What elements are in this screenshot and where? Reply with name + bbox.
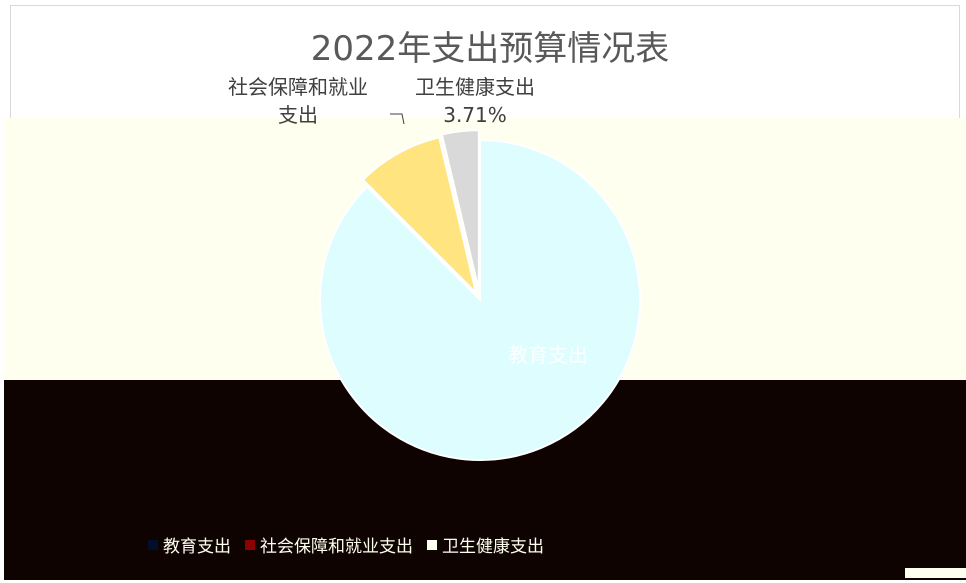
legend-swatch <box>245 539 255 550</box>
legend-label: 卫生健康支出 <box>442 537 544 557</box>
legend-swatch <box>148 539 158 550</box>
pie-slice <box>319 138 641 461</box>
pie-slice <box>440 129 480 291</box>
label-social-security-line2: 支出 <box>278 103 318 127</box>
legend-swatch <box>427 539 437 550</box>
legend-item-education: 教育支出 <box>148 532 231 557</box>
leader-line <box>390 113 405 125</box>
legend-item-health: 卫生健康支出 <box>427 532 544 557</box>
legend-label: 教育支出 <box>163 537 231 557</box>
label-education: 教育支出 <box>508 343 588 367</box>
label-health-line2: 3.71% <box>443 103 507 127</box>
pie-slices <box>319 129 641 461</box>
legend-label: 社会保障和就业支出 <box>260 537 413 557</box>
chart-title: 2022年支出预算情况表 <box>311 29 670 69</box>
label-health-line1: 卫生健康支出 <box>415 75 535 99</box>
label-social-security-line1: 社会保障和就业 <box>228 75 368 99</box>
chart-legend: 教育支出 社会保障和就业支出 卫生健康支出 <box>148 532 544 557</box>
pie-slice <box>361 136 478 297</box>
corner-strip <box>905 568 966 578</box>
legend-item-social-security: 社会保障和就业支出 <box>245 532 413 557</box>
